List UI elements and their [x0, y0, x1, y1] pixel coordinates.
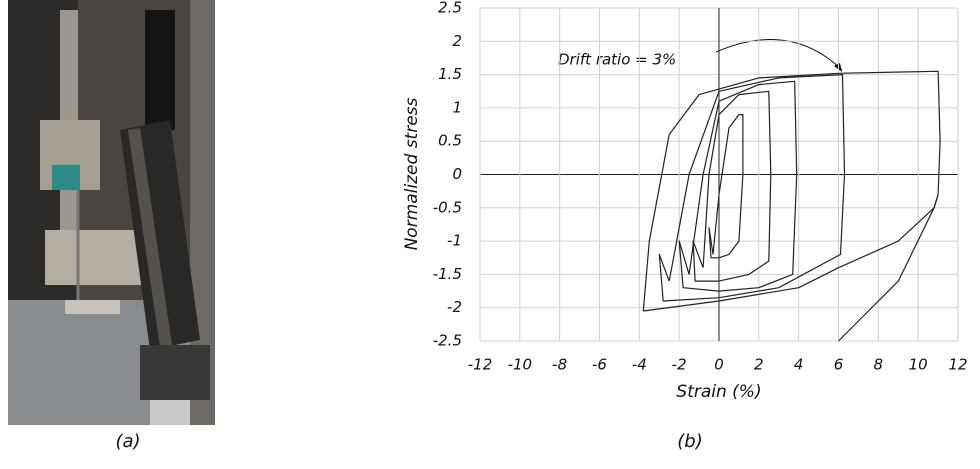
hysteresis-curve: [642, 70, 941, 312]
x-tick-label: 6: [834, 356, 844, 374]
x-tick-label: 4: [794, 356, 804, 374]
y-tick-label: 2: [452, 32, 462, 50]
y-tick-label: 0.5: [438, 132, 462, 150]
x-tick-label: -10: [508, 356, 533, 374]
y-tick-label: -2: [447, 298, 462, 316]
x-tick-label: -12: [468, 356, 493, 374]
x-tick-label: -6: [592, 356, 607, 374]
x-tick-label: 10: [909, 356, 928, 374]
x-tick-label: 8: [874, 356, 884, 374]
hysteresis-curve: [658, 74, 846, 302]
x-tick-label: 12: [948, 356, 967, 374]
photo: [8, 0, 215, 425]
y-tick-label: 1.5: [438, 65, 462, 83]
annotation-arrow: [715, 39, 843, 71]
caption: (a): [115, 431, 140, 452]
x-tick-label: -8: [552, 356, 567, 374]
hysteresis-curve: [838, 194, 939, 342]
hysteresis-curve: [708, 114, 744, 259]
annotation: Drift ratio = 3%: [558, 51, 676, 69]
y-tick-label: -0.5: [433, 198, 462, 216]
hysteresis-curve: [692, 90, 772, 282]
x-tick-label: -2: [672, 356, 687, 374]
y-tick-label: -1: [447, 232, 462, 250]
y-tick-label: -2.5: [433, 332, 462, 350]
y-tick-label: 2.5: [438, 0, 462, 17]
x-tick-label: 0: [714, 356, 724, 374]
x-tick-label: -4: [632, 356, 647, 374]
x-axis-title: Strain (%): [676, 382, 761, 402]
caption: (b): [677, 431, 702, 452]
hysteresis-curve: [678, 80, 798, 292]
y-tick-label: 0: [452, 165, 462, 183]
x-tick-label: 2: [754, 356, 764, 374]
y-axis-title: Normalized stress: [402, 97, 422, 250]
y-tick-label: 1: [452, 98, 462, 116]
y-tick-label: -1.5: [433, 265, 462, 283]
